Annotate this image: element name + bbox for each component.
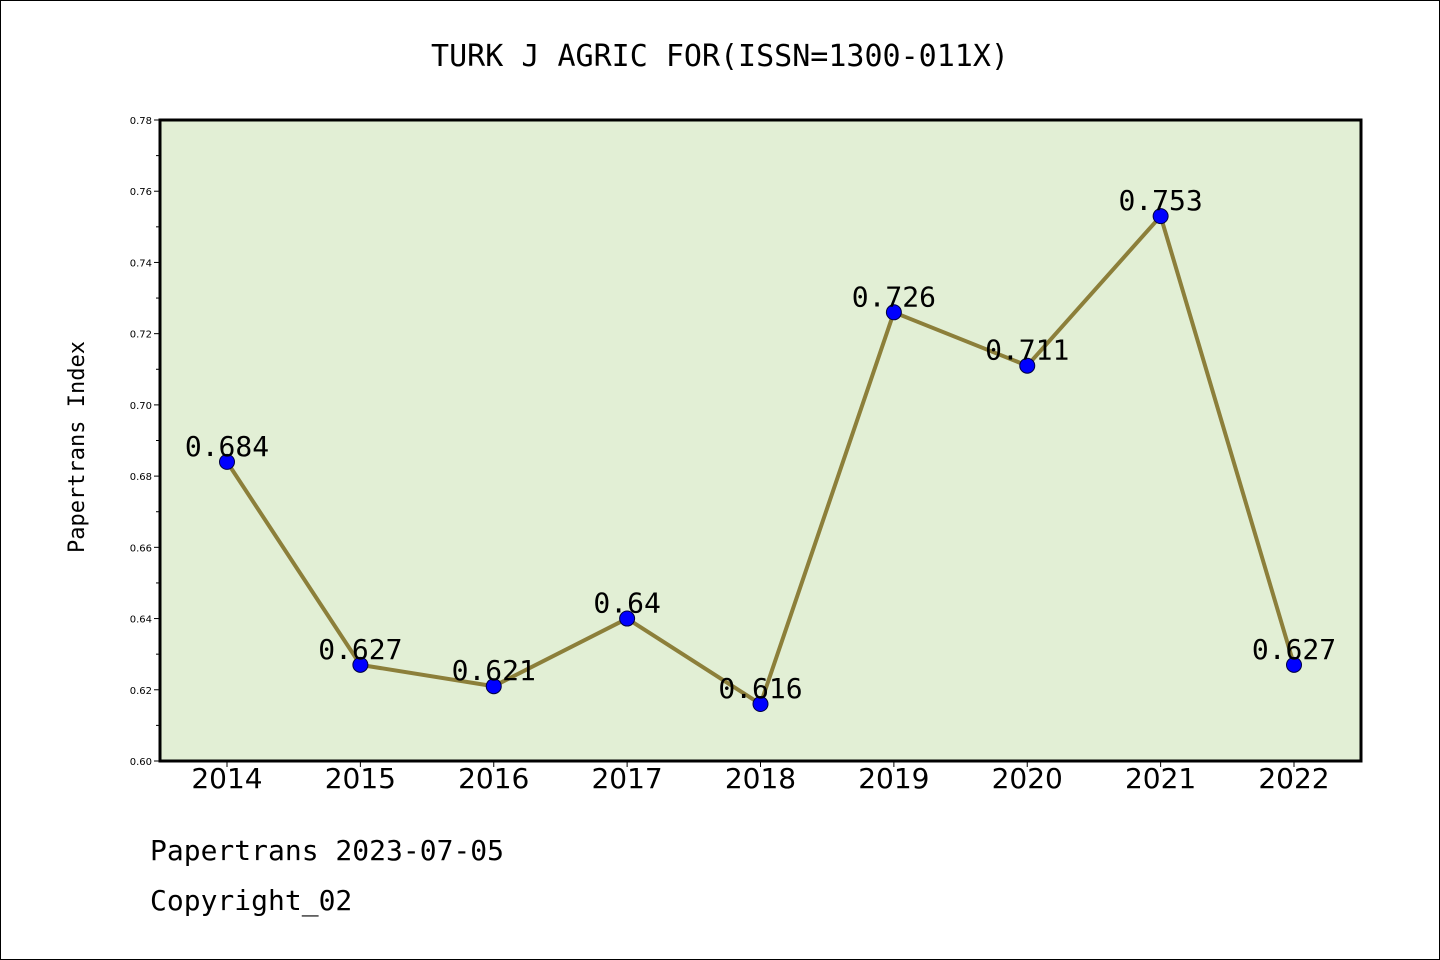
data-label: 0.621 <box>452 654 536 687</box>
x-axis: 2014 2015 2016 2017 2018 2019 2020 2021 2022 <box>191 761 1330 795</box>
y-tick-label: 0.68 <box>130 472 152 483</box>
data-label: 0.616 <box>718 672 802 705</box>
data-point <box>885 304 902 321</box>
footer-source: Papertrans 2023-07-05 <box>150 834 505 867</box>
x-tick-label: 2015 <box>325 762 396 795</box>
x-tick-label: 2020 <box>992 762 1063 795</box>
y-tick-label: 0.70 <box>130 401 152 412</box>
data-label: 0.627 <box>318 633 402 666</box>
data-point <box>1019 357 1036 374</box>
y-tick-label: 0.78 <box>130 116 152 127</box>
y-tick-label: 0.72 <box>130 330 152 341</box>
x-tick-label: 2014 <box>191 762 262 795</box>
data-label: 0.684 <box>185 430 269 463</box>
x-tick-label: 2021 <box>1125 762 1196 795</box>
y-tick-label: 0.76 <box>130 187 152 198</box>
x-tick-label: 2022 <box>1258 762 1329 795</box>
data-point <box>1286 656 1302 673</box>
y-axis-label: Papertrans Index <box>65 341 90 553</box>
y-axis: 0.60 0.62 0.64 0.66 0.68 0.70 0.72 0.74 0.76 0.78 <box>130 116 160 768</box>
x-tick-label: 2017 <box>591 762 662 795</box>
data-label: 0.726 <box>852 280 936 313</box>
data-point <box>219 453 235 470</box>
series-markers <box>219 208 1302 713</box>
y-tick-label: 0.64 <box>130 615 152 626</box>
x-tick-label: 2018 <box>725 762 796 795</box>
data-point <box>1152 208 1169 225</box>
chart-title: TURK J AGRIC FOR(ISSN=1300-011X) <box>431 39 1009 74</box>
data-point <box>485 678 502 695</box>
x-tick-label: 2019 <box>858 762 929 795</box>
y-tick-label: 0.62 <box>130 686 152 697</box>
y-tick-label: 0.74 <box>130 258 152 269</box>
y-tick-label: 0.60 <box>130 757 152 768</box>
data-point <box>352 656 369 673</box>
data-point <box>752 696 769 713</box>
y-tick-label: 0.66 <box>130 543 152 554</box>
x-tick-label: 2016 <box>458 762 529 795</box>
footer-copyright: Copyright_02 <box>150 884 353 917</box>
data-labels: 0.684 0.627 0.621 0.64 0.616 0.726 0.711 0.753 0… <box>185 184 1336 705</box>
data-label: 0.753 <box>1118 184 1202 217</box>
data-label: 0.627 <box>1252 633 1336 666</box>
data-label: 0.711 <box>985 334 1069 367</box>
data-label: 0.64 <box>593 587 660 620</box>
plot-area <box>158 118 1363 763</box>
data-point <box>619 610 636 627</box>
